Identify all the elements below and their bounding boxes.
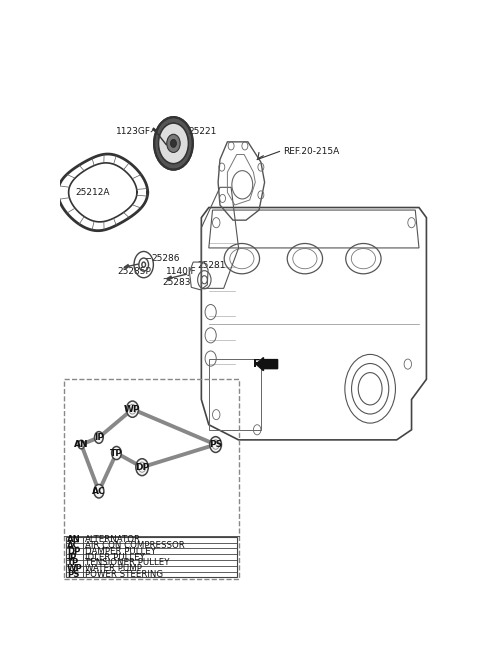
Text: IDLER PULLEY: IDLER PULLEY <box>84 552 144 562</box>
Text: FR.: FR. <box>253 359 274 369</box>
Circle shape <box>154 117 193 170</box>
Circle shape <box>126 401 138 417</box>
Text: AC: AC <box>92 487 106 496</box>
Circle shape <box>167 134 180 152</box>
Text: 25283: 25283 <box>162 278 191 287</box>
Circle shape <box>112 447 121 460</box>
Text: TP: TP <box>110 449 123 457</box>
Text: PS: PS <box>67 570 80 579</box>
Bar <box>66 537 237 577</box>
Text: WP: WP <box>124 405 141 414</box>
Text: 25285P: 25285P <box>118 267 152 276</box>
Text: WATER PUMP: WATER PUMP <box>84 564 142 573</box>
Text: AN: AN <box>67 535 81 544</box>
Text: AN: AN <box>74 440 89 449</box>
Text: TENSIONER PULLEY: TENSIONER PULLEY <box>84 558 169 567</box>
Text: REF.20-215A: REF.20-215A <box>283 148 339 157</box>
Text: AC: AC <box>67 541 80 550</box>
Text: PS: PS <box>209 440 222 449</box>
Text: DP: DP <box>67 547 81 556</box>
Text: ALTERNATOR: ALTERNATOR <box>84 535 141 544</box>
Text: IP: IP <box>67 552 76 562</box>
Bar <box>64 379 239 579</box>
Text: 25212A: 25212A <box>75 188 109 197</box>
Circle shape <box>95 432 103 443</box>
Circle shape <box>136 459 148 476</box>
Text: 1123GF: 1123GF <box>116 127 151 136</box>
Text: 1140JF: 1140JF <box>166 267 197 276</box>
FancyArrow shape <box>256 358 277 371</box>
Text: POWER STEERING: POWER STEERING <box>84 570 163 579</box>
Text: DAMPER PULLEY: DAMPER PULLEY <box>84 547 156 556</box>
Text: AIR CON COMPRESSOR: AIR CON COMPRESSOR <box>84 541 184 550</box>
Text: 25281: 25281 <box>197 261 226 270</box>
Text: IP: IP <box>94 433 104 442</box>
Text: DP: DP <box>135 462 149 472</box>
Text: 25221: 25221 <box>188 127 216 136</box>
Text: 25286: 25286 <box>151 253 180 262</box>
Circle shape <box>94 484 104 498</box>
Text: TP: TP <box>67 558 79 567</box>
Text: WP: WP <box>67 564 83 573</box>
Circle shape <box>78 440 84 449</box>
Circle shape <box>170 139 177 148</box>
Circle shape <box>158 123 188 163</box>
Circle shape <box>210 437 221 453</box>
